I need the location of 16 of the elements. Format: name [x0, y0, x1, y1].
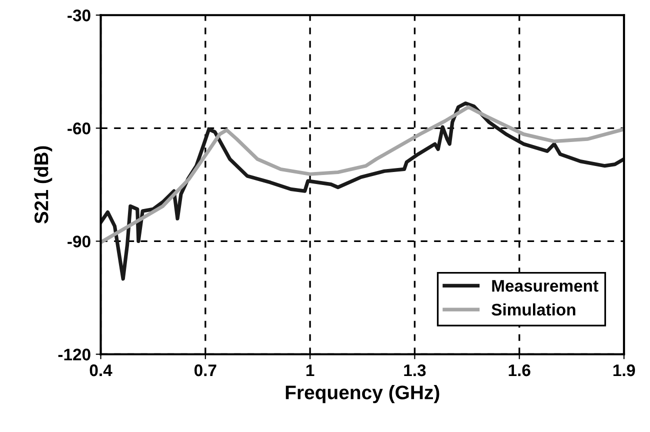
y-tick-label: -90: [68, 236, 90, 248]
x-tick-label: 0.7: [194, 364, 216, 376]
y-tick-label: -120: [58, 348, 90, 360]
y-tick-label: -60: [68, 122, 90, 134]
x-tick-label: 1.3: [404, 364, 426, 376]
x-axis-title: Frequency (GHz): [286, 385, 440, 404]
legend-label: Simulation: [492, 303, 576, 316]
y-axis-title: S21 (dB): [34, 146, 52, 224]
x-tick-label: 1.6: [508, 364, 530, 376]
legend-label: Measurement: [492, 280, 598, 292]
line-series: [100, 101, 624, 281]
x-tick-label: 0.4: [90, 364, 112, 376]
x-tick-label: 1.9: [613, 364, 635, 376]
y-tick-label: -30: [68, 10, 90, 22]
line-series: [100, 105, 624, 244]
x-tick-label: 1: [306, 364, 314, 376]
